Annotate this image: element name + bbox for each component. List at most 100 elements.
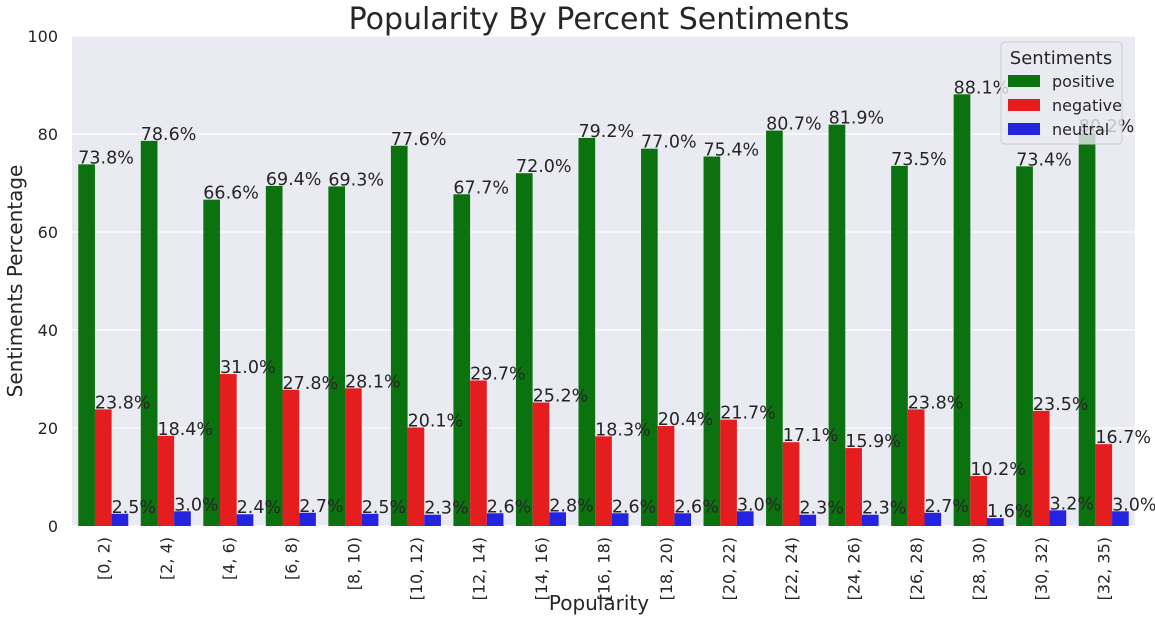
- bar-neutral: [861, 514, 879, 526]
- bar-neutral: [924, 512, 942, 526]
- data-label: 2.7%: [924, 497, 968, 517]
- bar-positive: [78, 164, 95, 526]
- data-label: 2.8%: [549, 496, 593, 516]
- x-tick-label: [16, 18): [595, 537, 614, 600]
- bar-negative: [1095, 444, 1113, 526]
- x-tick-label: [10, 12): [407, 537, 426, 600]
- y-axis-label: Sentiments Percentage: [3, 165, 27, 398]
- bar-positive: [140, 140, 158, 527]
- data-label: 2.5%: [362, 498, 406, 518]
- bar-neutral: [1112, 511, 1129, 526]
- data-label: 2.6%: [612, 497, 656, 517]
- data-label: 2.5%: [112, 498, 156, 518]
- x-tick-label: [0, 2): [94, 537, 113, 580]
- data-label: 18.4%: [157, 420, 213, 440]
- x-axis-label: Popularity: [549, 591, 649, 615]
- bar-negative: [282, 389, 300, 526]
- bar-neutral: [799, 514, 817, 526]
- x-tick-label: [12, 14): [469, 537, 488, 600]
- bar-positive: [1078, 133, 1096, 526]
- data-label: 10.2%: [970, 460, 1026, 480]
- data-label: 69.3%: [328, 170, 384, 190]
- data-label: 3.0%: [1112, 495, 1155, 515]
- x-tick-label: [24, 26): [845, 537, 864, 600]
- legend-label-positive: positive: [1052, 72, 1115, 91]
- data-label: 16.7%: [1095, 428, 1151, 448]
- y-tick-label: 40: [38, 321, 58, 340]
- bar-negative: [845, 448, 862, 526]
- bar-positive: [578, 137, 596, 527]
- data-label: 3.0%: [737, 495, 781, 515]
- bar-negative: [470, 380, 487, 526]
- legend-swatch-positive: [1008, 75, 1040, 87]
- legend-label-negative: negative: [1052, 96, 1122, 115]
- y-tick-label: 100: [27, 27, 58, 46]
- bar-neutral: [236, 514, 254, 526]
- bar-neutral: [549, 512, 566, 526]
- x-tick-label: [14, 16): [532, 537, 551, 600]
- data-label: 3.2%: [1050, 494, 1094, 514]
- bar-neutral: [674, 513, 692, 526]
- data-label: 2.3%: [799, 499, 843, 519]
- data-label: 2.6%: [674, 497, 718, 517]
- bar-positive: [390, 145, 408, 526]
- x-tick-label: [26, 28): [907, 537, 926, 600]
- bar-neutral: [987, 518, 1004, 526]
- legend: Sentiments positive negative neutral: [1000, 41, 1123, 145]
- bar-neutral: [361, 513, 379, 526]
- x-tick-label: [18, 20): [657, 537, 676, 600]
- data-label: 66.6%: [203, 184, 259, 204]
- bar-positive: [203, 199, 220, 526]
- bar-negative: [907, 409, 925, 526]
- bar-neutral: [611, 513, 629, 526]
- data-label: 28.1%: [345, 372, 401, 392]
- bar-negative: [1032, 410, 1050, 526]
- data-label: 69.4%: [266, 170, 322, 190]
- x-tick-label: [6, 8): [282, 537, 301, 580]
- data-label: 2.3%: [862, 499, 906, 519]
- x-tick-label: [32, 35): [1095, 537, 1114, 600]
- data-label: 3.0%: [174, 495, 218, 515]
- data-label: 73.4%: [1016, 150, 1072, 170]
- data-label: 23.8%: [908, 393, 964, 413]
- bar-negative: [407, 427, 425, 526]
- data-label: 15.9%: [845, 432, 901, 452]
- data-label: 2.3%: [424, 499, 468, 519]
- data-label: 31.0%: [220, 358, 276, 378]
- legend-label-neutral: neutral: [1052, 120, 1109, 139]
- data-label: 20.1%: [408, 412, 464, 432]
- bar-positive: [766, 130, 783, 526]
- bar-neutral: [424, 514, 441, 526]
- bar-neutral: [299, 512, 316, 526]
- bar-negative: [782, 442, 800, 526]
- x-tick-label: [28, 30): [970, 537, 989, 600]
- bar-positive: [953, 94, 971, 526]
- bar-neutral: [736, 511, 754, 526]
- bar-negative: [595, 436, 612, 526]
- data-label: 73.5%: [891, 150, 947, 170]
- bar-neutral: [111, 513, 129, 526]
- x-tick-label: [22, 24): [782, 537, 801, 600]
- bar-negative: [219, 374, 237, 526]
- y-tick-label: 20: [38, 419, 58, 438]
- bar-positive: [891, 165, 908, 526]
- data-label: 77.6%: [391, 130, 447, 150]
- x-axis-ticks: [0, 2) [2, 4) [4, 6) [6, 8) [8, 10) [10, 12) […: [94, 537, 1113, 600]
- bars: [78, 94, 1129, 527]
- bar-labels: 73.8% 78.6% 66.6% 69.4% 69.3% 77.6% 67.7% 72.0%…: [78, 78, 1155, 522]
- bar-neutral: [174, 511, 191, 526]
- x-tick-label: [4, 6): [219, 537, 238, 580]
- data-label: 2.6%: [487, 497, 531, 517]
- bar-neutral: [486, 513, 504, 526]
- data-label: 2.4%: [237, 498, 281, 518]
- data-label: 73.8%: [78, 148, 134, 168]
- bar-positive: [641, 148, 658, 526]
- data-label: 29.7%: [470, 364, 526, 384]
- bar-positive: [328, 186, 346, 526]
- data-label: 72.0%: [516, 157, 572, 177]
- bar-negative: [720, 419, 737, 526]
- bar-positive: [453, 194, 471, 526]
- bar-negative: [345, 388, 362, 526]
- bar-positive: [1016, 166, 1033, 526]
